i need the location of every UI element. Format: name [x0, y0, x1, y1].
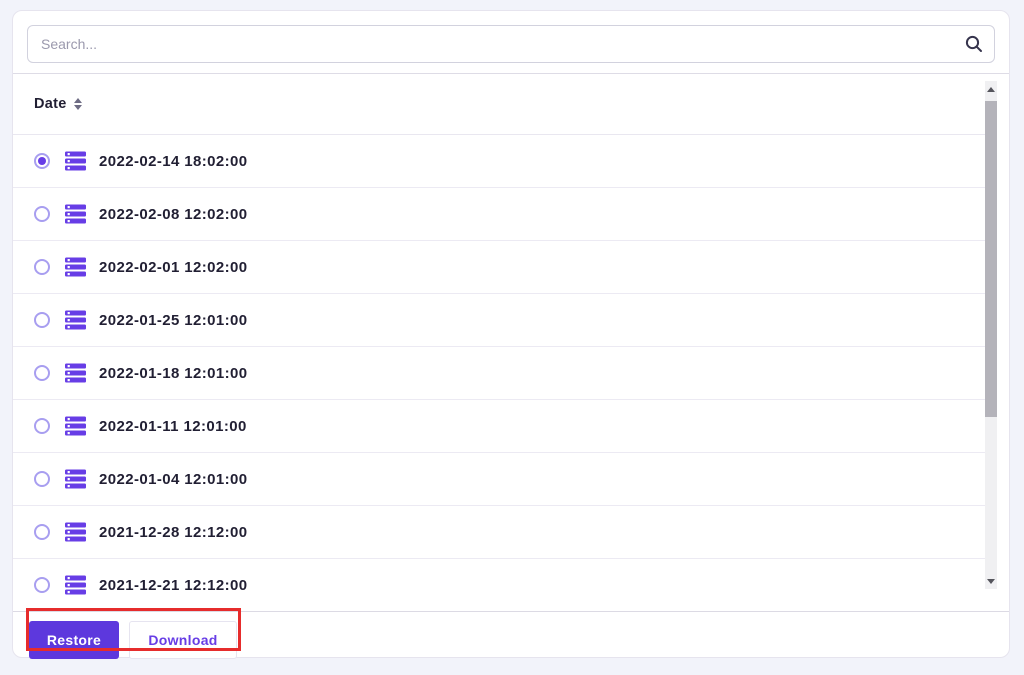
table-row[interactable]: 2022-02-08 12:02:00: [13, 188, 985, 241]
backup-snapshot-icon: [65, 151, 86, 171]
scroll-up-icon[interactable]: [985, 83, 997, 95]
row-radio[interactable]: [34, 365, 50, 381]
row-date: 2022-02-01 12:02:00: [99, 258, 248, 276]
row-radio[interactable]: [34, 471, 50, 487]
actions-footer: Restore Download: [13, 612, 1009, 659]
scroll-down-icon[interactable]: [985, 575, 997, 587]
search-icon[interactable]: [965, 35, 983, 53]
table-row[interactable]: 2022-01-04 12:01:00: [13, 453, 985, 506]
row-radio[interactable]: [34, 418, 50, 434]
backup-snapshot-icon: [65, 522, 86, 542]
row-date: 2022-02-08 12:02:00: [99, 205, 248, 223]
backup-list: Date: [13, 74, 1009, 612]
row-date: 2022-02-14 18:02:00: [99, 152, 248, 170]
row-date: 2022-01-11 12:01:00: [99, 417, 247, 435]
backup-snapshot-icon: [65, 363, 86, 383]
restore-button[interactable]: Restore: [29, 621, 119, 659]
row-radio[interactable]: [34, 524, 50, 540]
row-date: 2021-12-28 12:12:00: [99, 523, 248, 541]
scrollbar-thumb[interactable]: [985, 101, 997, 417]
search-bar: [27, 25, 995, 63]
backups-card: Date: [12, 10, 1010, 659]
row-date: 2022-01-04 12:01:00: [99, 470, 248, 488]
table-row[interactable]: 2022-02-14 18:02:00: [13, 135, 985, 188]
search-input[interactable]: [27, 25, 995, 63]
table-row[interactable]: 2022-01-18 12:01:00: [13, 347, 985, 400]
table-row[interactable]: 2021-12-21 12:12:00: [13, 559, 985, 611]
date-column-label: Date: [34, 96, 67, 112]
list-bottom-divider: [13, 611, 1009, 612]
rows-container: 2022-02-14 18:02:00 2022-02-08 12:02:00: [13, 135, 985, 611]
row-radio[interactable]: [34, 312, 50, 328]
row-radio[interactable]: [34, 577, 50, 593]
date-column-header[interactable]: Date: [13, 74, 985, 135]
row-radio[interactable]: [34, 259, 50, 275]
list-scrollbar[interactable]: [985, 81, 997, 589]
table-row[interactable]: 2022-01-25 12:01:00: [13, 294, 985, 347]
table-row[interactable]: 2022-01-11 12:01:00: [13, 400, 985, 453]
backup-snapshot-icon: [65, 575, 86, 595]
table-row[interactable]: 2022-02-01 12:02:00: [13, 241, 985, 294]
backup-snapshot-icon: [65, 257, 86, 277]
row-radio[interactable]: [34, 206, 50, 222]
row-date: 2022-01-18 12:01:00: [99, 364, 248, 382]
sort-arrows-icon[interactable]: [73, 98, 82, 110]
row-date: 2021-12-21 12:12:00: [99, 576, 248, 594]
backup-snapshot-icon: [65, 310, 86, 330]
table-row[interactable]: 2021-12-28 12:12:00: [13, 506, 985, 559]
backup-snapshot-icon: [65, 469, 86, 489]
row-date: 2022-01-25 12:01:00: [99, 311, 248, 329]
backup-snapshot-icon: [65, 416, 86, 436]
backup-snapshot-icon: [65, 204, 86, 224]
search-divider: [13, 73, 1009, 74]
download-button[interactable]: Download: [129, 621, 237, 659]
row-radio[interactable]: [34, 153, 50, 169]
